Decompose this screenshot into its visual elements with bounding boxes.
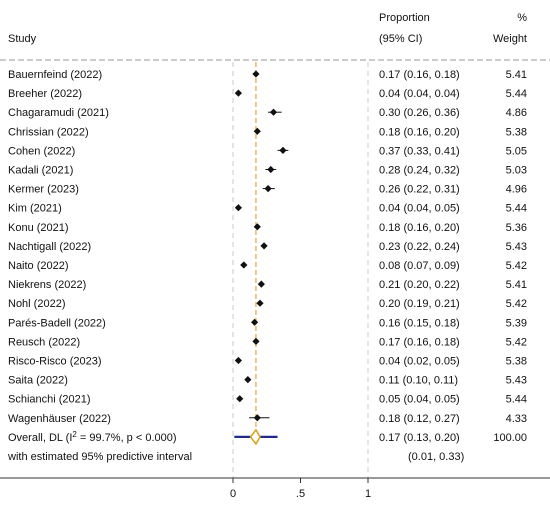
study-ci-text: 0.28 (0.24, 0.32): [379, 165, 460, 177]
study-point: [236, 395, 244, 403]
predictive-label: with estimated 95% predictive interval: [7, 451, 192, 463]
study-ci-text: 0.17 (0.16, 0.18): [379, 336, 460, 348]
study-ci-text: 0.23 (0.22, 0.24): [379, 241, 460, 253]
x-tick-label: 0: [230, 488, 236, 500]
overall-diamond: [249, 428, 261, 446]
study-point: [251, 318, 259, 326]
study-label: Chrissian (2022): [8, 126, 89, 138]
study-weight: 5.39: [506, 317, 527, 329]
study-weight: 4.96: [506, 184, 527, 196]
study-point: [253, 127, 261, 135]
study-point: [252, 70, 260, 78]
predictive-ci-text: (0.01, 0.33): [408, 451, 464, 463]
study-ci-text: 0.37 (0.33, 0.41): [379, 145, 460, 157]
study-point: [256, 299, 264, 307]
study-point: [252, 337, 260, 345]
study-weight: 4.33: [506, 413, 527, 425]
header-weight: Weight: [493, 33, 527, 45]
header-ci: (95% CI): [379, 33, 422, 45]
study-weight: 5.03: [506, 165, 527, 177]
study-label: Bauernfeind (2022): [8, 69, 102, 81]
study-ci-text: 0.04 (0.02, 0.05): [379, 356, 460, 368]
header-study: Study: [8, 33, 37, 45]
study-weight: 5.42: [506, 336, 527, 348]
study-point: [279, 146, 287, 154]
study-label: Cohen (2022): [8, 145, 75, 157]
study-weight: 5.44: [506, 88, 527, 100]
x-tick-label: 1: [365, 488, 371, 500]
overall-ci-text: 0.17 (0.13, 0.20): [379, 432, 460, 444]
study-weight: 5.44: [506, 394, 527, 406]
study-ci-text: 0.05 (0.04, 0.05): [379, 394, 460, 406]
study-point: [257, 280, 265, 288]
study-ci-text: 0.26 (0.22, 0.31): [379, 184, 460, 196]
study-label: Nohl (2022): [8, 298, 65, 310]
study-label: Kermer (2023): [8, 184, 79, 196]
study-ci-text: 0.18 (0.16, 0.20): [379, 222, 460, 234]
study-ci-text: 0.08 (0.07, 0.09): [379, 260, 460, 272]
study-ci-text: 0.11 (0.10, 0.11): [379, 375, 458, 387]
study-ci-text: 0.21 (0.20, 0.22): [379, 279, 460, 291]
study-point: [267, 165, 275, 174]
study-label: Breeher (2022): [8, 88, 82, 100]
study-point: [264, 185, 272, 193]
study-weight: 5.42: [506, 298, 527, 310]
study-label: Konu (2021): [8, 222, 69, 234]
study-label: Schianchi (2021): [8, 394, 91, 406]
study-weight: 5.43: [506, 375, 527, 387]
study-label: Reusch (2022): [8, 336, 80, 348]
study-point: [234, 356, 242, 365]
study-point: [253, 414, 261, 422]
study-ci-text: 0.04 (0.04, 0.04): [379, 88, 460, 100]
header-proportion: Proportion: [379, 12, 430, 24]
reference-lines: [232, 62, 369, 478]
study-weight: 5.38: [506, 356, 527, 368]
x-tick-label: .5: [296, 488, 305, 500]
study-ci-text: 0.16 (0.15, 0.18): [379, 317, 460, 329]
overall-label-prefix: Overall, DL (I: [8, 432, 72, 444]
study-point: [260, 242, 268, 250]
study-rows: Bauernfeind (2022) 0.17 (0.16, 0.18) 5.41 B…: [8, 69, 527, 425]
header-pct: %: [517, 12, 527, 24]
study-weight: 5.43: [506, 241, 527, 253]
study-point: [234, 204, 242, 212]
study-label: Saita (2022): [8, 375, 68, 387]
study-weight: 5.41: [506, 279, 527, 291]
study-weight: 5.42: [506, 260, 527, 272]
overall-label-superscript: 2: [72, 430, 77, 439]
study-weight: 5.36: [506, 222, 527, 234]
study-ci-text: 0.18 (0.16, 0.20): [379, 126, 460, 138]
study-ci-text: 0.18 (0.12, 0.27): [379, 413, 460, 425]
study-point: [253, 223, 261, 231]
study-weight: 5.44: [506, 203, 527, 215]
study-weight: 5.05: [506, 145, 527, 157]
study-ci-text: 0.30 (0.26, 0.36): [379, 107, 460, 119]
study-point: [244, 376, 252, 384]
summary-rows: Overall, DL (I2 = 99.7%, p < 0.000) 0.17 …: [7, 428, 527, 463]
study-weight: 5.41: [506, 69, 527, 81]
study-point: [240, 261, 248, 269]
study-label: Kim (2021): [8, 203, 62, 215]
study-ci-text: 0.04 (0.04, 0.05): [379, 203, 460, 215]
study-label: Kadali (2021): [8, 165, 73, 177]
study-point: [234, 89, 242, 97]
study-point: [269, 108, 278, 116]
study-ci-text: 0.20 (0.19, 0.21): [379, 298, 460, 310]
study-label: Wagenhäuser (2022): [8, 413, 111, 425]
overall-label: Overall, DL (I2 = 99.7%, p < 0.000): [8, 430, 177, 444]
study-weight: 4.86: [506, 107, 527, 119]
study-label: Parés-Badell (2022): [8, 317, 106, 329]
x-axis: 0.5 1: [230, 478, 371, 500]
study-ci-text: 0.17 (0.16, 0.18): [379, 69, 460, 81]
overall-weight: 100.00: [493, 432, 527, 444]
study-label: Niekrens (2022): [8, 279, 86, 291]
study-label: Chagaramudi (2021): [8, 107, 109, 119]
study-label: Naito (2022): [8, 260, 69, 272]
overall-label-suffix: = 99.7%, p < 0.000): [77, 432, 177, 444]
study-weight: 5.38: [506, 126, 527, 138]
study-label: Risco-Risco (2023): [8, 356, 102, 368]
study-label: Nachtigall (2022): [8, 241, 91, 253]
